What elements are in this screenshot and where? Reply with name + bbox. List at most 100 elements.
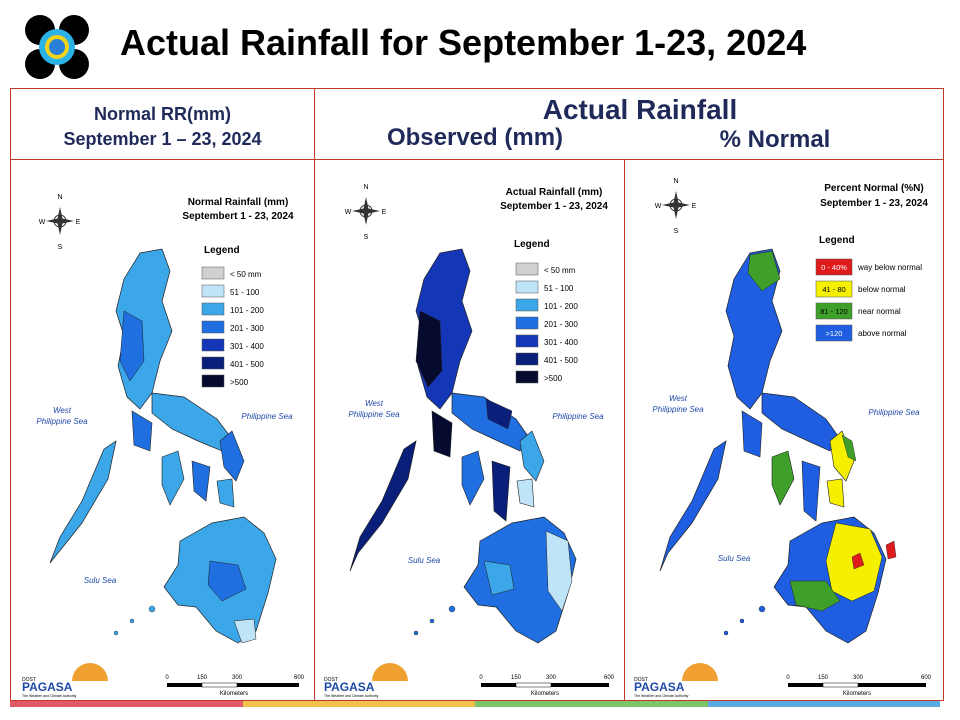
svg-text:0: 0 (786, 675, 790, 681)
legend-label: >120 (826, 329, 843, 338)
strip-segment-blue (707, 701, 940, 707)
svg-text:DOST: DOST (22, 677, 36, 683)
legend-desc: below normal (858, 285, 906, 294)
legend-swatch (201, 266, 225, 280)
sea-label-west-2: Philippine Sea (652, 405, 704, 414)
panel-percent-frame (624, 159, 944, 701)
compass-w: W (39, 219, 46, 226)
map-panel-observed: N S E W Actual Rainfall (mm) September 1… (324, 184, 615, 698)
legend-swatch (815, 324, 853, 342)
pagasa-emblem-logo (25, 15, 89, 79)
legend-label: < 50 mm (544, 266, 576, 275)
svg-text:E: E (692, 203, 697, 210)
map-title-line2: September 1 - 23, 2024 (500, 201, 608, 212)
compass-rose-icon: N S E W (345, 184, 387, 241)
observed-header: Observed (mm) (386, 124, 564, 151)
compass-e: E (76, 219, 81, 226)
legend-desc: near normal (858, 307, 901, 316)
legend-label: >500 (544, 374, 563, 383)
legend-label: 51 - 100 (544, 284, 574, 293)
legend-label: 401 - 500 (544, 356, 578, 365)
svg-text:150: 150 (818, 675, 829, 681)
map-panel-percent-normal: N S E W Percent Normal (%N) September 1 … (634, 178, 932, 698)
sea-label-west-1: West (365, 399, 384, 408)
actual-rainfall-header: Actual Rainfall (542, 94, 738, 125)
sea-label-philippine: Philippine Sea (868, 408, 920, 417)
legend-swatch (515, 262, 539, 276)
sea-label-west-1: West (53, 406, 72, 415)
legend-swatch (515, 334, 539, 348)
svg-text:DOST: DOST (324, 677, 338, 683)
legend-label: 0 - 40% (821, 263, 847, 272)
map-title-line1: Actual Rainfall (mm) (506, 187, 603, 198)
svg-text:S: S (674, 228, 679, 235)
svg-text:The Weather and Climate Author: The Weather and Climate Authority (324, 694, 379, 698)
legend-swatch (515, 280, 539, 294)
philippines-map (49, 248, 277, 644)
legend-swatch (515, 370, 539, 384)
map-panel-normal: N S E W Normal Rainfall (mm) Septembert … (22, 194, 305, 698)
page-title: Actual Rainfall for September 1-23, 2024 (120, 22, 807, 63)
compass-rose-icon: N S E W (655, 178, 697, 235)
svg-text:150: 150 (511, 675, 522, 681)
pagasa-logo: DOST PAGASA The Weather and Climate Auth… (22, 663, 108, 698)
sea-label-west-1: West (669, 394, 688, 403)
legend-label: < 50 mm (230, 270, 262, 279)
normal-header-line2: September 1 – 23, 2024 (63, 129, 262, 149)
legend-swatch (815, 258, 853, 276)
scale-unit: Kilometers (220, 691, 248, 697)
scale-bar: 0 150 300 600 Kilometers (165, 675, 304, 697)
strip-segment-red (10, 701, 243, 707)
legend-label: 301 - 400 (230, 342, 264, 351)
pagasa-logo: DOST PAGASA The Weather and Climate Auth… (634, 663, 718, 698)
svg-text:The Weather and Climate Author: The Weather and Climate Authority (22, 694, 77, 698)
svg-text:The Weather and Climate Author: The Weather and Climate Authority (634, 694, 689, 698)
legend-title: Legend (204, 245, 240, 256)
legend-desc: way below normal (857, 263, 922, 272)
legend-label: 201 - 300 (544, 320, 578, 329)
svg-text:300: 300 (546, 675, 557, 681)
svg-text:N: N (673, 178, 678, 185)
svg-text:W: W (655, 203, 662, 210)
legend-title: Legend (514, 239, 550, 250)
sea-label-sulu: Sulu Sea (718, 554, 751, 563)
sea-label-west-2: Philippine Sea (348, 410, 400, 419)
strip-segment-yellow (242, 701, 475, 707)
legend-desc: above normal (858, 329, 907, 338)
philippines-map (349, 248, 577, 644)
legend-swatch (515, 316, 539, 330)
strip-segment-green (475, 701, 708, 707)
legend-label: 301 - 400 (544, 338, 578, 347)
bottom-color-strip (10, 701, 940, 707)
svg-text:PAGASA: PAGASA (22, 680, 73, 694)
svg-text:Kilometers: Kilometers (843, 691, 871, 697)
legend-label: 201 - 300 (230, 324, 264, 333)
svg-text:S: S (364, 234, 369, 241)
svg-text:600: 600 (921, 675, 932, 681)
map-title-line1: Percent Normal (%N) (824, 183, 923, 194)
svg-text:0: 0 (479, 675, 483, 681)
scale-tick: 600 (294, 675, 305, 681)
map-title-line2: Septembert 1 - 23, 2024 (182, 211, 294, 222)
sea-label-sulu: Sulu Sea (408, 556, 441, 565)
svg-text:300: 300 (853, 675, 864, 681)
compass-s: S (58, 244, 63, 251)
compass-rose-icon: N S E W (39, 194, 81, 251)
svg-text:DOST: DOST (634, 677, 648, 683)
pagasa-logo: DOST PAGASA The Weather and Climate Auth… (324, 663, 408, 698)
map-title-line1: Normal Rainfall (mm) (188, 197, 289, 208)
svg-text:600: 600 (604, 675, 615, 681)
sea-label-philippine: Philippine Sea (552, 412, 604, 421)
legend-label: 101 - 200 (544, 302, 578, 311)
legend-swatch (201, 320, 225, 334)
legend-items: < 50 mm 51 - 100 101 - 200 201 - 300 301… (201, 266, 264, 388)
legend-swatch (201, 374, 225, 388)
percent-normal-header: % Normal (719, 126, 831, 153)
svg-text:PAGASA: PAGASA (324, 680, 375, 694)
legend-swatch (201, 284, 225, 298)
scale-tick: 0 (165, 675, 169, 681)
svg-text:E: E (382, 209, 387, 216)
legend-swatch (201, 356, 225, 370)
scale-bar: 0 150 300 600 Kilometers (479, 675, 614, 697)
legend-items: < 50 mm 51 - 100 101 - 200 201 - 300 301… (515, 262, 578, 384)
